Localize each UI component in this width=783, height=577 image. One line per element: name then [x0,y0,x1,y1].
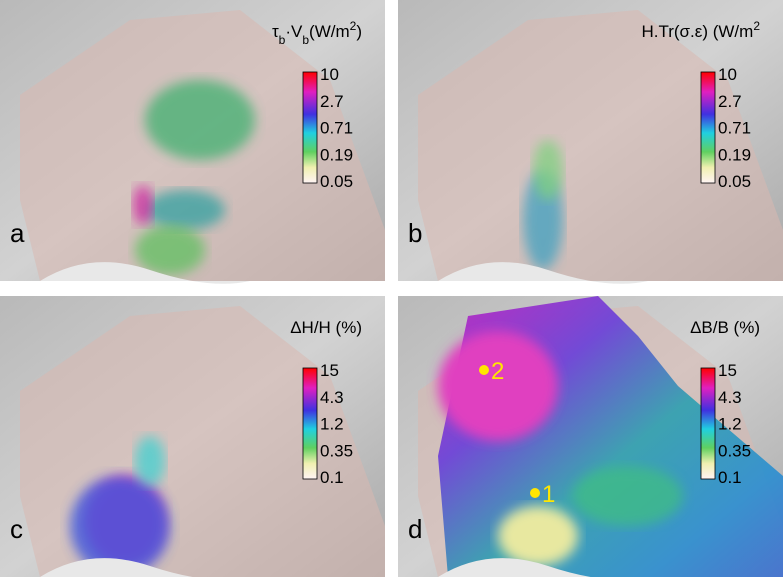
panel-label: a [10,218,25,248]
colorbar-tick-label: 1.2 [320,415,344,434]
colorbar-tick-label: 4.3 [320,388,344,407]
colorbar-tick-label: 0.05 [320,172,353,191]
colorbar-tick-label: 0.71 [320,119,353,138]
field-patch [133,185,153,225]
field-patch [70,476,170,576]
title-part: b [279,33,286,47]
panel: ΔH/H (%) 15 4.3 1.2 0.35 0.1 c [0,296,385,577]
title-part: ·V [285,22,303,41]
colorbar [302,367,318,480]
marker [530,488,540,498]
colorbar-tick-label: 0.1 [320,468,344,487]
panel: τb·Vb(W/m2)102.70.710.190.05a [0,0,385,284]
panel-label: b [408,218,422,248]
field-patch [533,140,563,200]
colorbar-tick-label: 15 [320,361,339,380]
colorbar-title: ΔH/H (%) [290,318,362,337]
colorbar-tick-label: 0.1 [718,468,742,487]
field-patch [135,225,205,275]
colorbar-tick-label: 2.7 [718,92,742,111]
title-part: ) [356,22,362,41]
colorbar-tick-label: 2.7 [320,92,344,111]
colorbar [700,71,716,184]
ice-front [438,558,648,577]
title-part: ΔH/H (%) [290,318,362,337]
title-part: b [302,33,309,47]
field-patch [145,190,225,230]
field-patch [145,80,255,160]
colorbar-title: ΔB/B (%) [690,318,760,337]
colorbar-tick-label: 0.35 [320,441,353,460]
colorbar-title: τb·Vb(W/m2) [272,19,362,47]
colorbar-tick-label: 10 [320,65,339,84]
anomaly [498,506,578,566]
colorbar [302,71,318,184]
title-part: 2 [753,19,760,33]
ice-front [40,262,250,284]
anomaly [438,331,558,441]
study-area [418,10,783,281]
title-part: H.Tr(σ.ε) (W/m [641,22,753,41]
title-part: τ [272,22,279,41]
panel-label: c [10,514,23,544]
colorbar-tick-label: 10 [718,65,737,84]
colorbar-tick-label: 0.71 [718,119,751,138]
panel: ΔB/B (%) 15 4.3 1.2 0.35 0.1 d 2 1 [398,296,783,577]
title-part: (W/m [309,22,350,41]
panel-label: d [408,514,422,544]
colorbar-tick-label: 1.2 [718,415,742,434]
colorbar-tick-label: 0.19 [718,145,751,164]
panel: H.Tr(σ.ε) (W/m2 10 2.7 0.71 0.19 0.05 b [398,0,783,284]
title-part: 2 [350,19,357,33]
marker-label: 2 [491,358,504,385]
colorbar-tick-label: 0.05 [718,172,751,191]
colorbar-tick-label: 4.3 [718,388,742,407]
marker [479,365,489,375]
marker-label: 1 [542,481,555,508]
colorbar-tick-label: 15 [718,361,737,380]
anomaly [573,466,683,526]
ice-front [40,558,250,577]
ice-front [438,262,648,284]
colorbar-title: H.Tr(σ.ε) (W/m2 [641,19,760,41]
colorbar [700,367,716,480]
title-part: ΔB/B (%) [690,318,760,337]
colorbar-tick-label: 0.35 [718,441,751,460]
field-patch [135,436,165,486]
colorbar-tick-label: 0.19 [320,145,353,164]
